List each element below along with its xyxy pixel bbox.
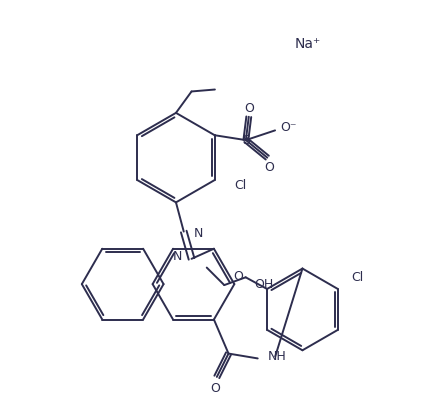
Text: Na⁺: Na⁺ [294,37,320,51]
Text: N: N [173,250,182,263]
Text: O⁻: O⁻ [281,121,297,134]
Text: O: O [233,270,243,283]
Text: Cl: Cl [351,271,363,284]
Text: NH: NH [268,350,286,363]
Text: S: S [242,134,250,147]
Text: Cl: Cl [234,179,246,192]
Text: O: O [264,161,274,174]
Text: O: O [244,102,254,115]
Text: O: O [210,382,220,394]
Text: N: N [193,227,203,240]
Text: OH: OH [254,278,273,291]
